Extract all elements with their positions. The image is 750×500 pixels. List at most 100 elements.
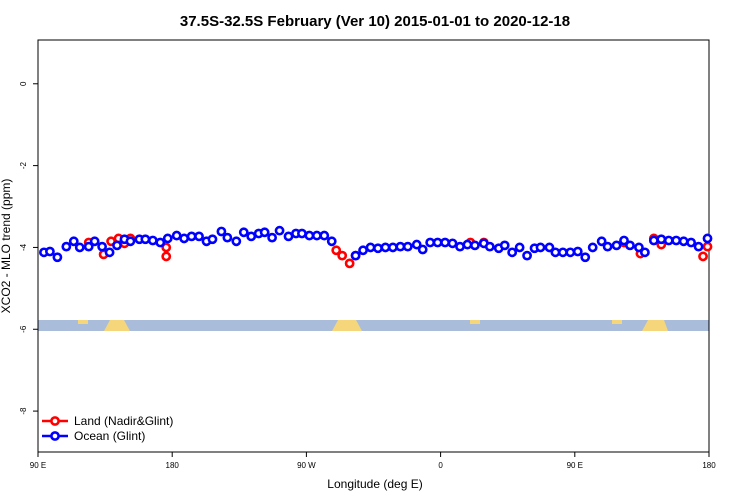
data-point xyxy=(535,242,546,253)
x-tick-label: 180 xyxy=(702,461,716,470)
data-point xyxy=(565,247,576,258)
data-point xyxy=(656,234,667,245)
y-tick-label: -8 xyxy=(19,407,28,415)
data-point xyxy=(698,251,708,262)
land-patch xyxy=(470,320,480,324)
data-point xyxy=(194,231,204,242)
ocean-strip xyxy=(38,320,709,331)
land-patch xyxy=(104,320,130,331)
x-tick-label: 180 xyxy=(166,461,180,470)
data-point xyxy=(440,237,450,248)
data-point xyxy=(380,242,391,253)
data-point xyxy=(686,237,697,248)
x-tick-label: 90 W xyxy=(297,461,316,470)
data-point xyxy=(499,240,510,251)
data-point xyxy=(455,241,465,252)
data-point xyxy=(179,233,190,244)
data-point xyxy=(639,247,650,258)
legend-label: Land (Nadir&Glint) xyxy=(74,414,173,428)
y-tick-label: 0 xyxy=(19,81,28,86)
data-point xyxy=(259,227,270,238)
data-point xyxy=(580,252,591,263)
data-point xyxy=(125,236,136,247)
data-point xyxy=(678,236,689,247)
data-point xyxy=(304,230,315,241)
x-tick-label: 90 E xyxy=(567,461,583,470)
data-point xyxy=(238,227,249,238)
data-point xyxy=(297,228,307,239)
data-point xyxy=(222,232,233,243)
data-point xyxy=(186,231,197,242)
legend-marker xyxy=(50,416,60,426)
data-point xyxy=(447,238,458,249)
data-point xyxy=(411,239,422,250)
data-point xyxy=(147,235,158,246)
data-point xyxy=(484,241,495,252)
data-point xyxy=(68,236,79,247)
data-point xyxy=(358,245,368,256)
data-point xyxy=(693,241,704,252)
legend: Land (Nadir&Glint)Ocean (Glint) xyxy=(42,414,173,443)
land-patch xyxy=(642,320,668,331)
data-point xyxy=(274,225,285,236)
data-point xyxy=(155,237,166,248)
data-point xyxy=(395,241,406,252)
data-point xyxy=(587,242,598,253)
land-patch xyxy=(78,320,88,324)
y-tick-label: -4 xyxy=(19,243,28,251)
x-tick-label: 0 xyxy=(438,461,443,470)
data-point xyxy=(522,250,532,261)
data-point xyxy=(45,246,55,257)
data-point xyxy=(283,231,294,242)
legend-marker xyxy=(50,431,60,441)
data-point xyxy=(311,230,322,241)
data-point xyxy=(246,231,257,242)
data-point xyxy=(611,240,622,251)
data-point xyxy=(625,240,635,251)
data-point xyxy=(663,235,674,246)
data-point xyxy=(373,243,383,254)
data-point xyxy=(267,232,278,243)
data-point xyxy=(83,241,94,252)
data-point xyxy=(61,241,72,252)
data-point xyxy=(161,251,172,262)
data-point xyxy=(52,252,63,263)
data-point xyxy=(544,242,555,253)
data-point xyxy=(619,235,629,246)
data-point xyxy=(572,246,583,257)
legend-label: Ocean (Glint) xyxy=(74,429,145,443)
data-point xyxy=(425,237,436,248)
data-point xyxy=(344,258,355,269)
map-strip xyxy=(38,320,709,331)
data-point xyxy=(171,230,182,241)
data-point xyxy=(112,240,122,251)
data-point xyxy=(326,236,337,247)
x-tick-label: 90 E xyxy=(30,461,46,470)
data-point xyxy=(596,236,607,247)
data-point xyxy=(319,230,330,241)
data-point xyxy=(104,247,115,258)
data-point xyxy=(634,242,644,253)
data-point xyxy=(162,233,173,244)
x-axis-label: Longitude (deg E) xyxy=(327,477,422,491)
data-point xyxy=(402,241,413,252)
y-axis-label: XCO2 - MLO trend (ppm) xyxy=(0,179,13,314)
data-point xyxy=(469,240,480,251)
land-patch xyxy=(612,320,622,324)
data-point xyxy=(602,241,613,252)
data-point xyxy=(462,239,473,250)
data-point xyxy=(648,235,659,246)
data-point xyxy=(216,226,227,237)
data-point xyxy=(331,245,342,256)
land-patch xyxy=(332,320,362,331)
data-point xyxy=(514,242,525,253)
data-point xyxy=(207,234,218,245)
y-tick-label: -6 xyxy=(19,325,28,333)
data-point xyxy=(671,235,682,246)
data-point xyxy=(140,234,151,245)
data-point xyxy=(432,237,443,248)
data-point xyxy=(161,242,172,253)
data-point xyxy=(337,250,348,261)
data-point xyxy=(89,236,100,247)
